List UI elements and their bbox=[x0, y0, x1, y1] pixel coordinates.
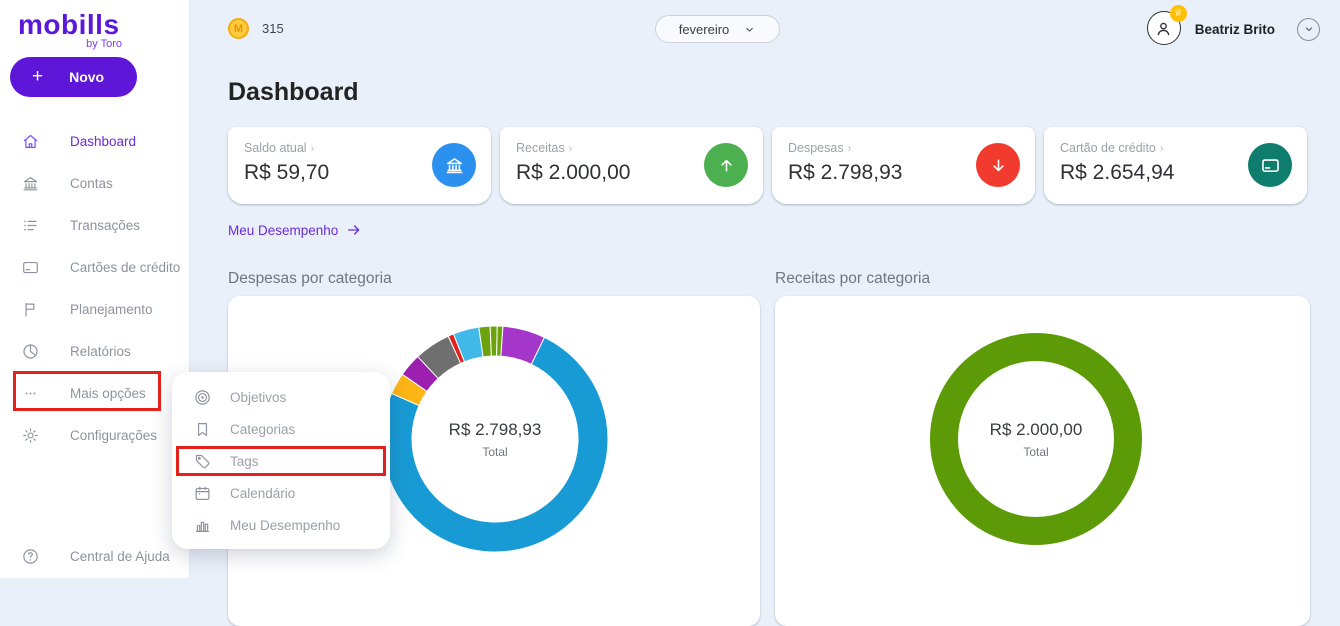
transactions-list-icon bbox=[23, 220, 37, 230]
ellipsis-icon bbox=[25, 392, 35, 394]
credit-card-icon bbox=[22, 261, 38, 273]
menu-item-label: Meu Desempenho bbox=[230, 517, 341, 533]
card-value: R$ 59,70 bbox=[244, 161, 330, 184]
arrow-up-icon bbox=[720, 159, 732, 172]
bar-chart-icon bbox=[195, 521, 209, 532]
bank-icon bbox=[22, 176, 38, 190]
sidebar-item-label: Cartões de crédito bbox=[70, 259, 181, 275]
sidebar-item-mais-op-es[interactable]: Mais opções bbox=[0, 372, 189, 414]
credit-card-icon bbox=[1261, 158, 1279, 172]
card-accent-circle bbox=[976, 143, 1020, 187]
new-button-label: Novo bbox=[69, 69, 105, 85]
page-title: Dashboard bbox=[228, 78, 359, 106]
tag-icon bbox=[195, 454, 209, 468]
sidebar-item-cart-es-de-cr-dito[interactable]: Cartões de crédito bbox=[0, 246, 189, 288]
card-accent-circle bbox=[432, 143, 476, 187]
card-label: Saldo atual › bbox=[244, 141, 315, 155]
income-chart-title: Receitas por categoria bbox=[775, 270, 931, 287]
month-label: fevereiro bbox=[678, 21, 730, 37]
performance-link[interactable]: Meu Desempenho bbox=[228, 222, 362, 238]
expenses-donut-chart[interactable]: R$ 2.798,93 Total bbox=[375, 319, 615, 559]
sidebar-item-central-de-ajuda[interactable]: Central de Ajuda bbox=[0, 534, 189, 578]
card-label: Despesas › bbox=[788, 141, 852, 155]
summary-card-despesas[interactable]: Despesas › R$ 2.798,93 bbox=[772, 127, 1035, 204]
income-chart-card: R$ 2.000,00 Total bbox=[775, 296, 1310, 626]
card-accent-circle bbox=[1248, 143, 1292, 187]
sidebar-item-contas[interactable]: Contas bbox=[0, 162, 189, 204]
logo: mobills by Toro bbox=[0, 0, 189, 51]
card-value: R$ 2.798,93 bbox=[788, 161, 903, 184]
menu-item-objetivos[interactable]: Objetivos bbox=[172, 381, 390, 413]
menu-item-calend-rio[interactable]: Calendário bbox=[172, 477, 390, 509]
sidebar: mobills by Toro + Novo Dashboard Contas Tr… bbox=[0, 0, 190, 578]
sidebar-item-label: Mais opções bbox=[70, 385, 146, 401]
sidebar-item-dashboard[interactable]: Dashboard bbox=[0, 120, 189, 162]
sidebar-item-label: Planejamento bbox=[70, 301, 153, 317]
menu-item-meu-desempenho[interactable]: Meu Desempenho bbox=[172, 509, 390, 541]
menu-item-tags[interactable]: Tags bbox=[172, 445, 390, 477]
user-name: Beatriz Brito bbox=[1194, 21, 1275, 37]
card-value: R$ 2.000,00 bbox=[516, 161, 631, 184]
target-icon bbox=[194, 389, 210, 405]
coin-balance[interactable]: M 315 bbox=[228, 18, 284, 39]
avatar[interactable]: ♕ bbox=[1146, 5, 1187, 47]
arrow-down-icon bbox=[992, 158, 1004, 171]
more-options-popup: Objetivos Categorias Tags Calendário Meu Des… bbox=[172, 372, 390, 549]
menu-item-label: Tags bbox=[230, 453, 259, 469]
sidebar-item-transa-es[interactable]: Transações bbox=[0, 204, 189, 246]
new-button[interactable]: + Novo bbox=[10, 57, 137, 97]
sidebar-item-label: Transações bbox=[70, 217, 141, 233]
sidebar-item-label: Dashboard bbox=[70, 133, 137, 149]
expenses-chart-title: Despesas por categoria bbox=[228, 270, 392, 287]
sidebar-item-planejamento[interactable]: Planejamento bbox=[0, 288, 189, 330]
card-value: R$ 2.654,94 bbox=[1060, 161, 1175, 184]
calendar-icon bbox=[195, 486, 209, 500]
bookmark-icon bbox=[197, 422, 207, 436]
income-donut-chart[interactable]: R$ 2.000,00 Total bbox=[923, 326, 1149, 552]
month-selector[interactable]: fevereiro bbox=[655, 15, 780, 43]
chevron-down-icon bbox=[743, 23, 756, 36]
logo-subtitle: by Toro bbox=[86, 38, 122, 50]
sidebar-item-label: Relatórios bbox=[70, 343, 131, 359]
plus-icon: + bbox=[32, 66, 44, 87]
mobills-logo-text: mobills bbox=[18, 9, 120, 40]
card-label: Receitas › bbox=[516, 141, 573, 155]
sidebar-nav: Dashboard Contas Transações Cartões de créd… bbox=[0, 120, 189, 456]
coin-icon: M bbox=[228, 18, 249, 39]
menu-item-label: Objetivos bbox=[230, 389, 287, 405]
question-icon bbox=[22, 548, 38, 564]
arrow-right-icon bbox=[348, 225, 360, 235]
home-icon bbox=[23, 134, 37, 148]
user-dropdown-button[interactable] bbox=[1297, 17, 1320, 41]
card-accent-circle bbox=[704, 143, 748, 187]
sidebar-item-label: Contas bbox=[70, 175, 113, 191]
sidebar-item-label: Configurações bbox=[70, 427, 158, 443]
summary-cards: Saldo atual › R$ 59,70 Receitas › R$ 2.000,00… bbox=[228, 127, 1307, 204]
coin-count: 315 bbox=[262, 21, 284, 36]
summary-card-saldo-atual[interactable]: Saldo atual › R$ 59,70 bbox=[228, 127, 491, 204]
sidebar-item-configura-es[interactable]: Configurações bbox=[0, 414, 189, 456]
summary-card-cart-o-de-cr-dito[interactable]: Cartão de crédito › R$ 2.654,94 bbox=[1044, 127, 1307, 204]
gear-icon bbox=[22, 427, 38, 443]
bank-icon bbox=[446, 157, 462, 173]
flag-icon bbox=[24, 302, 34, 316]
card-label: Cartão de crédito › bbox=[1060, 141, 1164, 155]
premium-crown-icon: ♕ bbox=[1169, 5, 1187, 22]
menu-item-categorias[interactable]: Categorias bbox=[172, 413, 390, 445]
user-menu: ♕ Beatriz Brito bbox=[1146, 5, 1320, 47]
pie-report-icon bbox=[22, 343, 38, 359]
performance-link-label: Meu Desempenho bbox=[228, 222, 339, 238]
summary-card-receitas[interactable]: Receitas › R$ 2.000,00 bbox=[500, 127, 763, 204]
sidebar-item-label: Central de Ajuda bbox=[70, 548, 170, 564]
menu-item-label: Categorias bbox=[230, 421, 296, 437]
sidebar-item-relat-rios[interactable]: Relatórios bbox=[0, 330, 189, 372]
menu-item-label: Calendário bbox=[230, 485, 296, 501]
